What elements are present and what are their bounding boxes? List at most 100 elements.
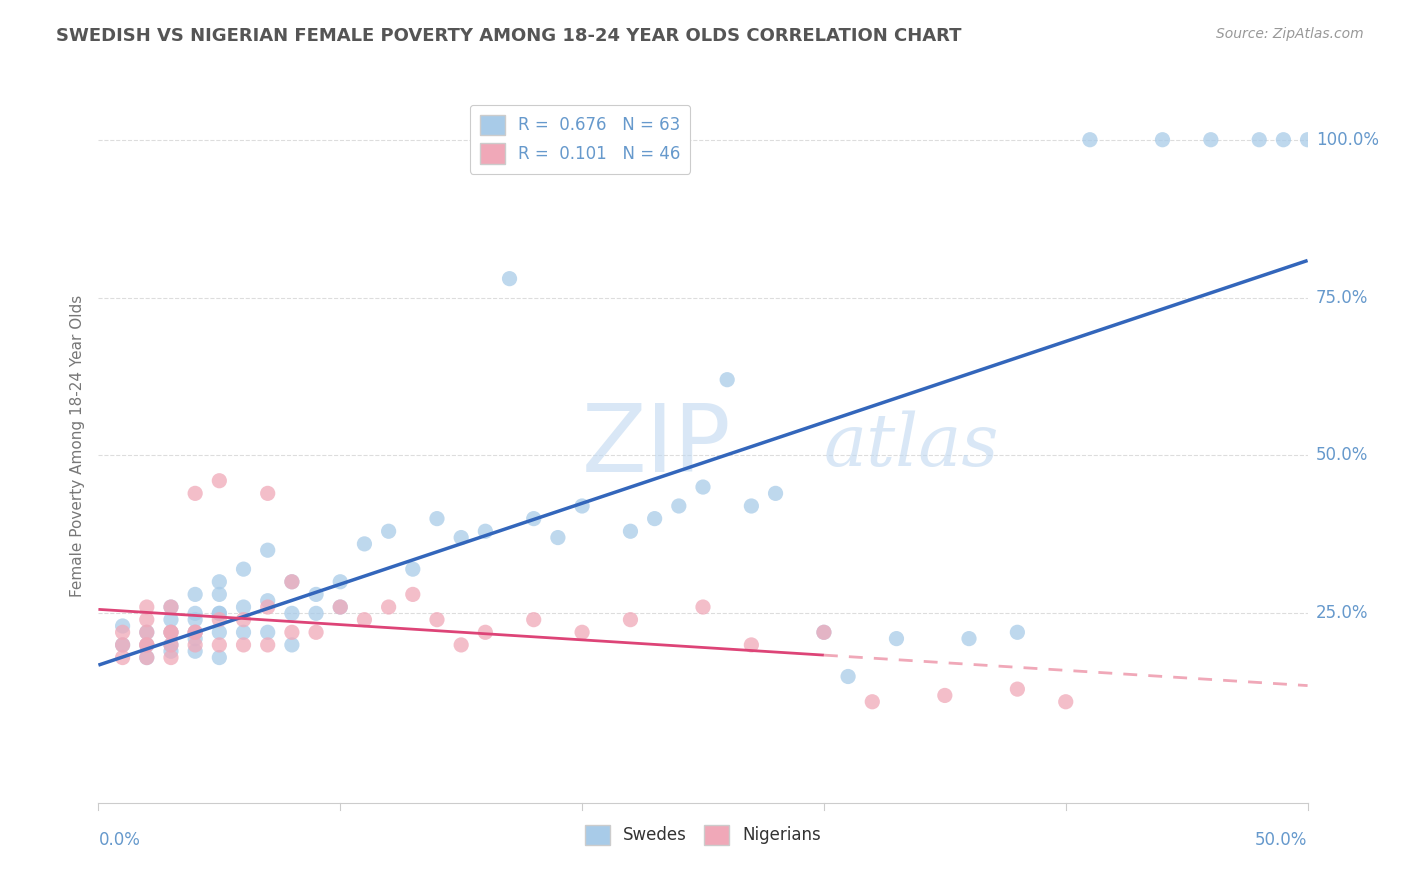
Legend: Swedes, Nigerians: Swedes, Nigerians (578, 818, 828, 852)
Point (184, 638, 207, 652)
Point (135, 613, 157, 627)
Point (402, 562, 425, 576)
Point (256, 593, 278, 607)
Point (860, 695, 883, 709)
Point (160, 625, 183, 640)
Point (232, 562, 254, 576)
Point (184, 632, 207, 646)
Point (135, 600, 157, 615)
Point (281, 574, 304, 589)
Point (160, 625, 183, 640)
Point (184, 625, 207, 640)
Point (208, 613, 231, 627)
Point (305, 587, 328, 601)
Point (184, 587, 207, 601)
Point (934, 689, 956, 703)
Point (886, 632, 908, 646)
Point (547, 531, 569, 545)
Point (426, 511, 449, 525)
Point (208, 607, 231, 621)
Point (135, 638, 157, 652)
Y-axis label: Female Poverty Among 18-24 Year Olds: Female Poverty Among 18-24 Year Olds (69, 295, 84, 597)
Point (256, 625, 278, 640)
Point (232, 638, 254, 652)
Point (135, 638, 157, 652)
Point (353, 613, 375, 627)
Point (208, 574, 231, 589)
Point (111, 638, 134, 652)
Point (619, 524, 641, 539)
Text: atlas: atlas (824, 410, 1000, 482)
Point (377, 600, 399, 615)
Point (957, 632, 980, 646)
Point (135, 650, 157, 665)
Point (668, 499, 690, 513)
Point (305, 607, 328, 621)
Point (716, 373, 738, 387)
Point (256, 638, 278, 652)
Point (135, 625, 157, 640)
Point (208, 607, 231, 621)
Point (450, 531, 472, 545)
Point (474, 625, 496, 640)
Point (208, 638, 231, 652)
Point (305, 625, 328, 640)
Point (111, 619, 134, 633)
Point (281, 607, 304, 621)
Point (1007, 682, 1029, 697)
Text: SWEDISH VS NIGERIAN FEMALE POVERTY AMONG 18-24 YEAR OLDS CORRELATION CHART: SWEDISH VS NIGERIAN FEMALE POVERTY AMONG… (56, 27, 962, 45)
Point (208, 587, 231, 601)
Point (1199, 133, 1222, 147)
Point (813, 625, 835, 640)
Point (426, 613, 449, 627)
Point (135, 638, 157, 652)
Point (1249, 133, 1271, 147)
Point (1078, 133, 1101, 147)
Point (281, 574, 304, 589)
Text: 0.0%: 0.0% (98, 831, 141, 849)
Text: ZIP: ZIP (582, 400, 731, 492)
Point (184, 644, 207, 658)
Point (184, 607, 207, 621)
Point (644, 511, 666, 525)
Point (402, 587, 425, 601)
Point (111, 650, 134, 665)
Point (232, 613, 254, 627)
Point (135, 625, 157, 640)
Point (692, 480, 714, 494)
Point (160, 613, 183, 627)
Point (571, 499, 593, 513)
Point (281, 638, 304, 652)
Point (1007, 625, 1029, 640)
Point (1296, 133, 1319, 147)
Point (160, 638, 183, 652)
Point (837, 669, 859, 683)
Point (208, 474, 231, 488)
Point (160, 625, 183, 640)
Point (232, 600, 254, 615)
Point (111, 638, 134, 652)
Point (765, 486, 787, 500)
Point (474, 524, 496, 539)
Point (281, 625, 304, 640)
Point (571, 625, 593, 640)
Point (1272, 133, 1295, 147)
Point (160, 600, 183, 615)
Point (1152, 133, 1174, 147)
Point (208, 625, 231, 640)
Point (740, 638, 762, 652)
Point (353, 537, 375, 551)
Point (740, 499, 762, 513)
Point (256, 486, 278, 500)
Point (329, 600, 352, 615)
Point (160, 600, 183, 615)
Point (1054, 695, 1077, 709)
Point (208, 650, 231, 665)
Point (329, 600, 352, 615)
Point (111, 625, 134, 640)
Point (450, 638, 472, 652)
Point (256, 543, 278, 558)
Point (377, 524, 399, 539)
Point (184, 625, 207, 640)
Point (184, 486, 207, 500)
